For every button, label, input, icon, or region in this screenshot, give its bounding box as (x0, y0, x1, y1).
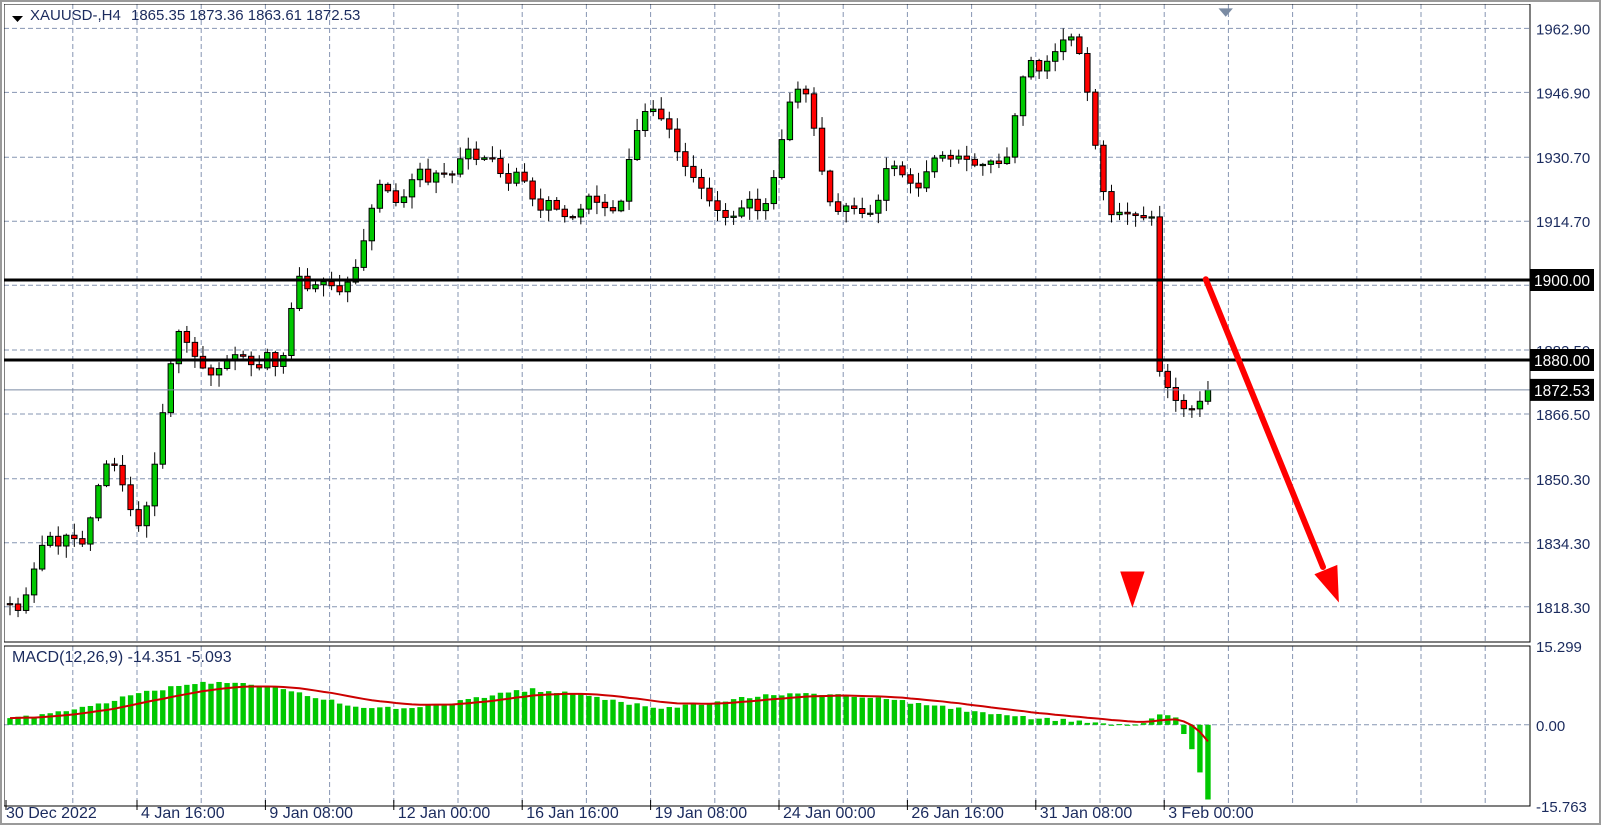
svg-text:1818.30: 1818.30 (1536, 600, 1590, 617)
svg-text:-15.763: -15.763 (1536, 799, 1587, 816)
svg-text:1962.90: 1962.90 (1536, 21, 1590, 38)
svg-text:15.299: 15.299 (1536, 639, 1582, 656)
svg-text:24 Jan 00:00: 24 Jan 00:00 (783, 805, 876, 821)
svg-text:31 Jan 08:00: 31 Jan 08:00 (1040, 805, 1133, 821)
svg-text:0.00: 0.00 (1536, 718, 1565, 735)
svg-text:26 Jan 16:00: 26 Jan 16:00 (911, 805, 1004, 821)
svg-text:1872.53: 1872.53 (1534, 383, 1590, 400)
svg-text:30 Dec 2022: 30 Dec 2022 (6, 805, 97, 821)
svg-text:1900.00: 1900.00 (1534, 273, 1590, 290)
svg-text:1946.90: 1946.90 (1536, 85, 1590, 102)
svg-text:12 Jan 00:00: 12 Jan 00:00 (398, 805, 491, 821)
svg-text:1866.50: 1866.50 (1536, 407, 1590, 424)
svg-text:1930.70: 1930.70 (1536, 150, 1590, 167)
svg-text:1850.30: 1850.30 (1536, 472, 1590, 489)
svg-text:1865.35 1873.36 1863.61 1872.5: 1865.35 1873.36 1863.61 1872.53 (131, 7, 360, 24)
svg-text:9 Jan 08:00: 9 Jan 08:00 (269, 805, 353, 821)
svg-text:1914.70: 1914.70 (1536, 214, 1590, 231)
svg-text:1880.00: 1880.00 (1534, 353, 1590, 370)
svg-text:XAUUSD-,H4: XAUUSD-,H4 (30, 7, 121, 24)
svg-text:16 Jan 16:00: 16 Jan 16:00 (526, 805, 619, 821)
svg-text:MACD(12,26,9) -14.351 -5.093: MACD(12,26,9) -14.351 -5.093 (12, 649, 232, 666)
svg-text:3 Feb 00:00: 3 Feb 00:00 (1168, 805, 1254, 821)
svg-text:4 Jan 16:00: 4 Jan 16:00 (141, 805, 225, 821)
svg-text:19 Jan 08:00: 19 Jan 08:00 (655, 805, 748, 821)
svg-text:1834.30: 1834.30 (1536, 536, 1590, 553)
